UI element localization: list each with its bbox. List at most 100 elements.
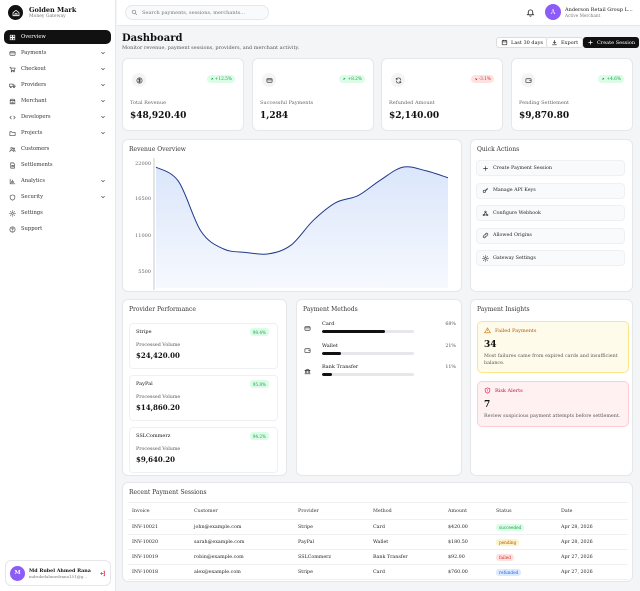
cell-provider: PayPal xyxy=(294,534,369,550)
sidebar-item-developers[interactable]: Developers xyxy=(4,110,111,124)
credit-card-icon xyxy=(9,50,16,57)
sidebar-item-settings[interactable]: Settings xyxy=(4,206,111,220)
payment-method-bar xyxy=(322,330,414,333)
y-tick-label: 5500 xyxy=(138,269,151,275)
column-header[interactable]: Amount xyxy=(444,502,492,520)
search-input[interactable] xyxy=(142,9,262,16)
sidebar-item-security[interactable]: Security xyxy=(4,190,111,204)
revenue-title: Revenue Overview xyxy=(129,146,186,153)
account-switcher[interactable]: A Anderson Retail Group L... Active Merc… xyxy=(545,4,633,20)
folder-icon xyxy=(9,130,16,137)
payment-method-percent: 21% xyxy=(445,343,456,349)
sidebar-item-label: Developers xyxy=(21,114,51,120)
payment-method-bar-fill xyxy=(322,330,385,333)
provider-volume-label: Processed Volume xyxy=(136,447,181,452)
y-tick-label: 22000 xyxy=(135,161,151,167)
column-header[interactable]: Method xyxy=(369,502,444,520)
cell-status: refunded xyxy=(492,564,557,580)
arrow-up-icon xyxy=(342,77,346,81)
chevron-down-icon xyxy=(100,114,106,120)
column-header[interactable]: Status xyxy=(492,502,557,520)
quick-action-gateway-settings[interactable]: Gateway Settings xyxy=(476,250,625,266)
column-header[interactable]: Date xyxy=(557,502,628,520)
calendar-icon xyxy=(501,39,508,46)
table-row[interactable]: INV-10021 john@example.com Stripe Card $420.… xyxy=(128,519,628,535)
payment-insights-title: Payment Insights xyxy=(477,306,530,313)
cell-invoice: INV-10020 xyxy=(128,534,190,550)
quick-action-manage-api-keys[interactable]: Manage API Keys xyxy=(476,182,625,199)
brand[interactable]: Golden Mark Money Gateway xyxy=(8,5,76,20)
payment-method-name: Wallet xyxy=(322,342,338,349)
sidebar-item-overview[interactable]: Overview xyxy=(4,30,111,44)
shield-alert-icon xyxy=(484,387,491,394)
provider-performance-title: Provider Performance xyxy=(129,306,196,313)
chevron-down-icon xyxy=(100,98,106,104)
table-row[interactable]: INV-10019 robin@example.com SSLCommerz Bank… xyxy=(128,549,628,565)
provider-performance-card: Provider Performance Stripe 98.4% Processe… xyxy=(122,299,287,476)
table-row[interactable]: INV-10018 alex@example.com Stripe Card $760.… xyxy=(128,564,628,580)
payment-methods-title: Payment Methods xyxy=(303,306,358,313)
sidebar-item-customers[interactable]: Customers xyxy=(4,142,111,156)
provider-success-rate: 94.2% xyxy=(249,432,269,440)
revenue-area xyxy=(156,166,448,288)
sidebar-item-label: Security xyxy=(21,194,44,200)
user-email: mdrubelahmedrana151@g... xyxy=(29,573,87,579)
payment-method-bar-fill xyxy=(322,373,333,376)
quick-action-configure-webhook[interactable]: Configure Webhook xyxy=(476,205,625,221)
stat-change-badge: +4.6% xyxy=(598,75,624,83)
provider-name: SSLCommerz xyxy=(136,433,171,439)
stat-value: $48,920.40 xyxy=(130,111,187,121)
users-icon xyxy=(9,146,16,153)
cell-status: pending xyxy=(492,534,557,550)
brand-logo xyxy=(8,5,23,20)
table-row[interactable]: INV-10020 sarah@example.com PayPal Wallet $1… xyxy=(128,534,628,550)
user-card[interactable]: M Md Rubel Ahmed Rana mdrubelahmedrana15… xyxy=(5,560,111,586)
cell-invoice: INV-10021 xyxy=(128,519,190,535)
sidebar-item-payments[interactable]: Payments xyxy=(4,46,111,60)
stat-card: -3.1% Refunded Amount $2,140.00 xyxy=(381,58,503,131)
chart-icon xyxy=(9,178,16,185)
link-icon xyxy=(482,232,489,239)
column-header[interactable]: Customer xyxy=(190,502,294,520)
search-box[interactable] xyxy=(125,5,269,20)
stat-label: Total Revenue xyxy=(130,100,167,106)
sidebar-item-label: Customers xyxy=(21,146,50,152)
column-header[interactable]: Provider xyxy=(294,502,369,520)
cell-invoice: INV-10018 xyxy=(128,564,190,580)
arrow-up-icon xyxy=(601,77,605,81)
quick-action-label: Create Payment Session xyxy=(493,165,553,171)
logout-icon[interactable] xyxy=(99,570,106,577)
arrow-up-icon xyxy=(210,77,214,81)
warning-icon xyxy=(484,327,491,334)
sidebar-item-settlements[interactable]: Settlements xyxy=(4,158,111,172)
cell-status: failed xyxy=(492,549,557,565)
quick-action-label: Configure Webhook xyxy=(493,210,541,216)
export-button[interactable]: Export xyxy=(546,37,584,48)
plus-icon xyxy=(482,165,489,172)
cell-customer: alex@example.com xyxy=(190,564,294,580)
create-session-button[interactable]: Create Session xyxy=(583,37,640,48)
download-icon xyxy=(551,39,558,46)
sidebar: Golden Mark Money Gateway Overview Paymen… xyxy=(0,0,116,591)
sidebar-item-support[interactable]: Support xyxy=(4,222,111,236)
stat-icon-wrap xyxy=(521,73,535,87)
sidebar-item-providers[interactable]: Providers xyxy=(4,78,111,92)
payment-method-percent: 11% xyxy=(445,365,456,370)
gear-icon xyxy=(482,254,489,262)
sidebar-item-projects[interactable]: Projects xyxy=(4,126,111,140)
cell-method: Wallet xyxy=(369,534,444,550)
y-tick-label: 16500 xyxy=(135,196,151,202)
column-header[interactable]: Invoice xyxy=(128,502,190,520)
quick-action-create-payment-session[interactable]: Create Payment Session xyxy=(476,160,625,176)
account-avatar: A xyxy=(545,4,561,20)
bell-icon[interactable] xyxy=(526,8,535,17)
provider-volume-label: Processed Volume xyxy=(136,395,181,400)
quick-action-allowed-origins[interactable]: Allowed Origins xyxy=(476,227,625,244)
payment-method-name: Card xyxy=(322,321,335,327)
sidebar-item-merchant[interactable]: Merchant xyxy=(4,94,111,108)
date-range-button[interactable]: Last 30 days xyxy=(496,37,548,48)
sidebar-nav: Overview Payments Checkout Providers Merchan… xyxy=(4,30,111,238)
sidebar-item-analytics[interactable]: Analytics xyxy=(4,174,111,188)
cell-customer: john@example.com xyxy=(190,519,294,535)
sidebar-item-checkout[interactable]: Checkout xyxy=(4,62,111,76)
